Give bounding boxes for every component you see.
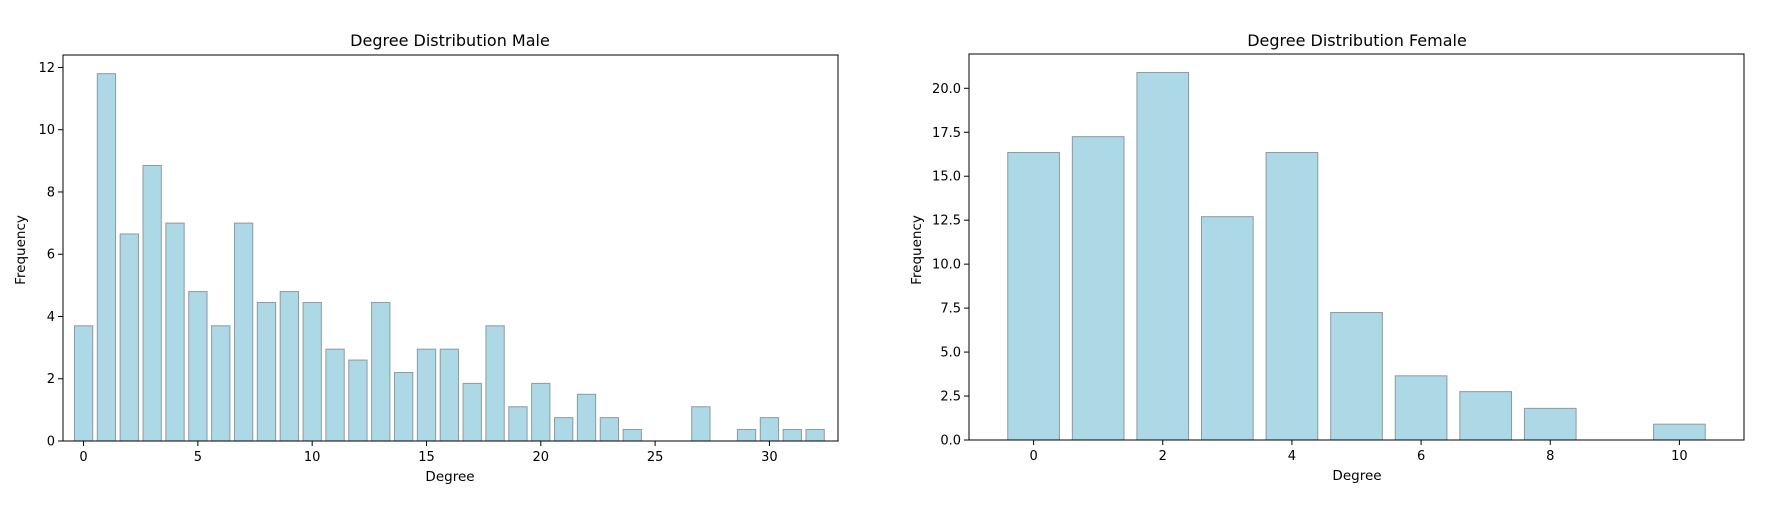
bar (1394, 375, 1448, 441)
x-axis-label: Degree (425, 469, 474, 485)
x-tick-label: 30 (761, 450, 778, 465)
bar (325, 348, 345, 442)
y-axis-label: Frequency (13, 215, 29, 285)
bar (691, 406, 711, 442)
y-tick-label: 15.0 (932, 170, 961, 185)
bar (1071, 136, 1125, 441)
bar (416, 348, 437, 442)
bar (1007, 151, 1060, 441)
bar (371, 301, 391, 442)
bar (1265, 151, 1319, 441)
y-tick-label: 20.0 (932, 82, 961, 97)
y-tick-label: 2 (47, 372, 55, 387)
x-tick-label: 8 (1546, 449, 1554, 464)
x-ticks: 0 5 10 15 20 25 30 (79, 441, 778, 465)
bar (1201, 216, 1254, 441)
bar (256, 301, 277, 442)
y-tick-label: 4 (47, 310, 55, 325)
x-tick-label: 0 (1029, 449, 1037, 464)
x-tick-label: 10 (1671, 449, 1688, 464)
bar (348, 359, 368, 442)
bar (1136, 71, 1190, 441)
bar (554, 417, 574, 442)
bar (805, 428, 825, 442)
y-tick-label: 12 (38, 61, 55, 76)
bar (211, 325, 231, 442)
x-axis-label: Degree (1332, 468, 1381, 484)
bar (119, 233, 139, 442)
x-tick-label: 4 (1288, 449, 1296, 464)
x-tick-label: 15 (418, 450, 435, 465)
y-tick-label: 10 (38, 123, 55, 138)
x-tick-label: 5 (194, 450, 202, 465)
chart-male: Degree Distribution Male Degree Frequenc… (13, 31, 839, 485)
bar (736, 428, 757, 442)
x-tick-label: 20 (533, 450, 550, 465)
bar (188, 291, 208, 442)
x-tick-label: 0 (79, 450, 87, 465)
bar (393, 372, 414, 442)
bar (1330, 312, 1383, 441)
y-ticks: 0 2 4 6 8 10 12 (38, 61, 63, 450)
bar (599, 417, 620, 442)
y-tick-label: 6 (47, 248, 55, 263)
bar (1653, 423, 1706, 441)
x-ticks: 0 2 4 6 8 10 (1029, 440, 1688, 464)
bar (782, 428, 802, 442)
chart-title: Degree Distribution Female (1247, 31, 1467, 50)
bar (576, 393, 597, 442)
y-tick-label: 0 (47, 435, 55, 450)
bar (279, 291, 299, 442)
y-axis-label: Frequency (909, 215, 925, 285)
plot-frame (62, 54, 839, 442)
bar (302, 301, 322, 442)
y-tick-label: 5.0 (940, 346, 961, 361)
y-tick-label: 12.5 (932, 214, 961, 229)
y-tick-label: 17.5 (932, 126, 961, 141)
y-tick-label: 7.5 (940, 302, 961, 317)
bars-group (1007, 71, 1706, 441)
bar (165, 222, 185, 442)
y-tick-label: 10.0 (932, 258, 961, 273)
bar (485, 325, 505, 442)
bar (233, 222, 254, 442)
plot-frame (968, 53, 1745, 441)
chart-title: Degree Distribution Male (350, 31, 550, 50)
bar (531, 382, 551, 442)
x-tick-label: 6 (1417, 449, 1425, 464)
bar (462, 382, 482, 442)
x-tick-label: 25 (647, 450, 664, 465)
y-ticks: 0.0 2.5 5.0 7.5 10.0 12.5 15.0 17.5 20.0 (932, 82, 969, 449)
bar (1523, 407, 1577, 441)
bar (439, 348, 459, 442)
bar (622, 428, 642, 442)
x-tick-label: 2 (1159, 449, 1167, 464)
x-tick-label: 10 (304, 450, 321, 465)
bar (508, 406, 528, 442)
bar (759, 417, 780, 442)
bar (142, 165, 162, 442)
y-tick-label: 8 (47, 185, 55, 200)
bars-group (73, 73, 825, 442)
bar (1459, 391, 1512, 441)
bar (96, 73, 117, 442)
bar (73, 325, 94, 442)
y-tick-label: 2.5 (940, 390, 961, 405)
y-tick-label: 0.0 (940, 434, 961, 449)
chart-female: Degree Distribution Female Degree Freque… (909, 31, 1745, 484)
